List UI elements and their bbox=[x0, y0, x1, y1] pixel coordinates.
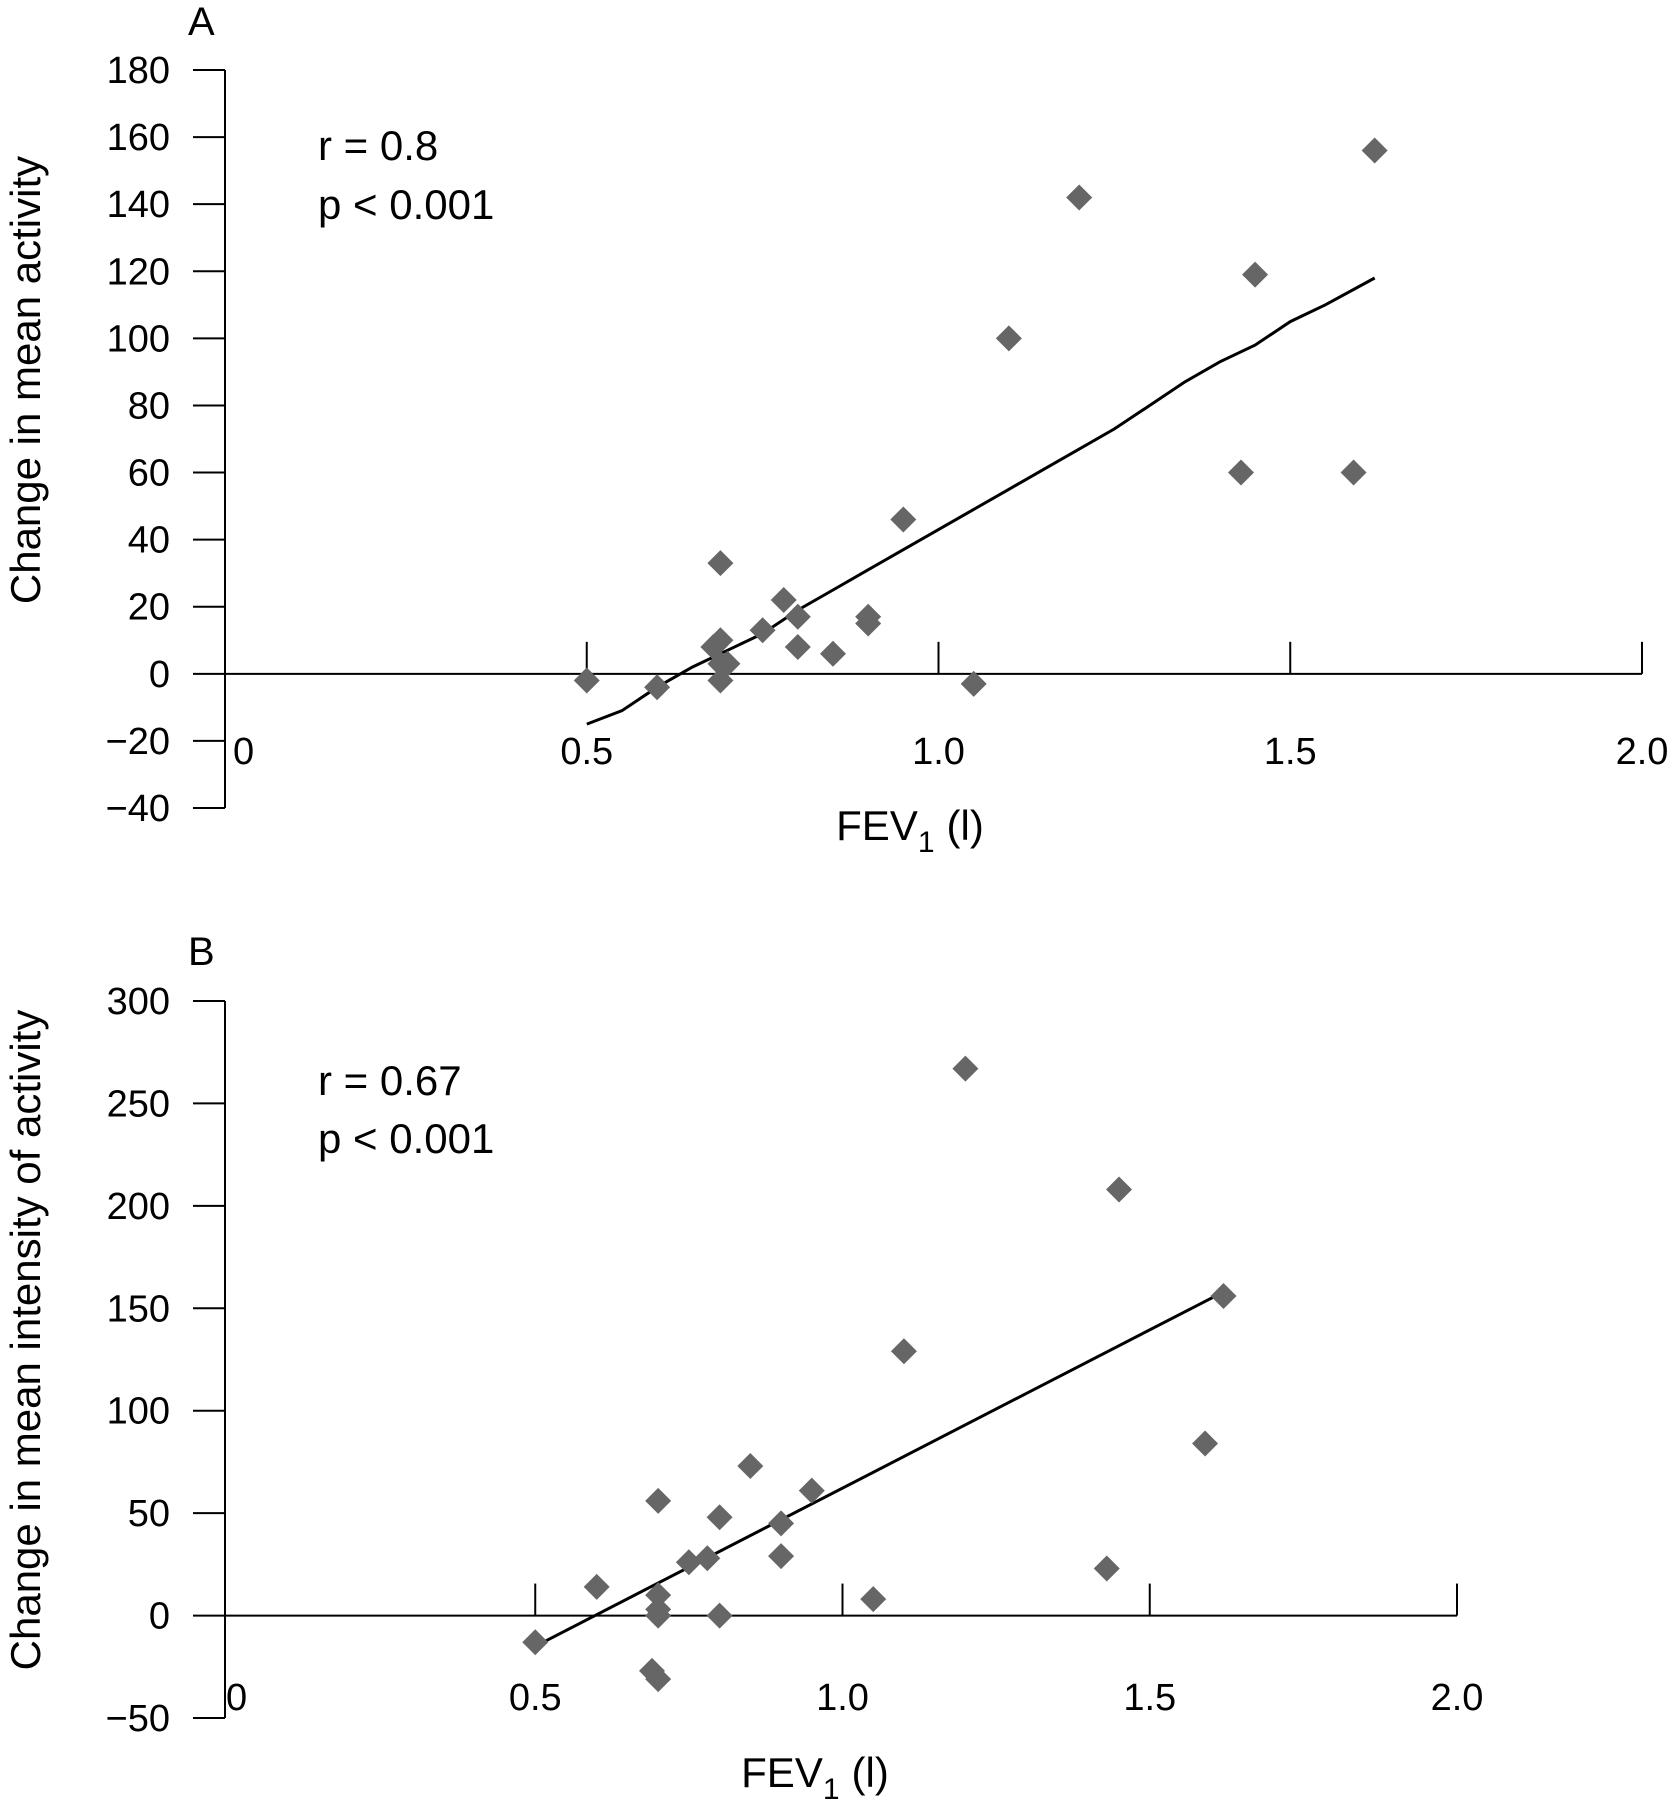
panel-a-x-tick-label: 2.0 bbox=[1616, 731, 1669, 773]
panel-a-chart: A Change in mean activity r = 0.8 p < 0.… bbox=[2, 0, 1668, 859]
panel-a-x-axis-title-suffix: (l) bbox=[947, 802, 984, 849]
panel-a-data-point bbox=[644, 674, 671, 701]
panel-b-data-point bbox=[952, 1055, 979, 1082]
panel-b-data-point bbox=[706, 1602, 733, 1629]
panel-a-data-point bbox=[1066, 184, 1093, 211]
panel-b-y-axis-title: Change in mean intensity of activity bbox=[2, 1010, 49, 1671]
panel-b-x-tick-label: 1.5 bbox=[1123, 1677, 1176, 1719]
panel-a-p-value: p < 0.001 bbox=[318, 181, 494, 228]
panel-b-data-point bbox=[860, 1586, 887, 1613]
panel-b-y-tick-label: 300 bbox=[107, 981, 170, 1023]
panel-a-y-tick-label: 0 bbox=[149, 654, 170, 696]
panel-a-data-point bbox=[784, 633, 811, 660]
panel-b-data-point bbox=[645, 1602, 672, 1629]
panel-a-data-point bbox=[1361, 137, 1388, 164]
panel-a-data-point bbox=[749, 617, 776, 644]
panel-a-data-point bbox=[707, 550, 734, 577]
panel-b-data-point bbox=[645, 1582, 672, 1609]
panel-a-y-axis-title: Change in mean activity bbox=[2, 156, 49, 604]
panel-b-data-point bbox=[768, 1543, 795, 1570]
panel-a-x-tick-label: 0 bbox=[233, 731, 254, 773]
panel-a-regression-line bbox=[586, 276, 1376, 726]
panel-b-x-axis-title-suffix: (l) bbox=[852, 1749, 889, 1796]
panel-a-y-tick-label: 60 bbox=[128, 453, 170, 495]
panel-a-y-tick-label: 180 bbox=[107, 50, 170, 92]
panel-a-label: A bbox=[188, 0, 215, 44]
panel-a-y-tick-label: 100 bbox=[107, 318, 170, 360]
panel-a-y-tick-label: 20 bbox=[128, 587, 170, 629]
panel-b-x-axis-title-sub: 1 bbox=[823, 1773, 840, 1800]
panel-b-data-points bbox=[522, 1055, 1237, 1693]
panel-a-x-axis-title-main: FEV bbox=[836, 802, 918, 849]
panel-b-fit-line bbox=[534, 1290, 1225, 1648]
panel-b-x-tick-label: 2.0 bbox=[1431, 1677, 1484, 1719]
panel-a-data-point bbox=[707, 627, 734, 654]
panel-b-label: B bbox=[188, 930, 215, 974]
panel-b-data-point bbox=[1093, 1555, 1120, 1582]
panel-b-x-tick-label: 1.0 bbox=[816, 1677, 869, 1719]
panel-b-r-value: r = 0.67 bbox=[318, 1057, 462, 1104]
panel-b-y-tick-label: 50 bbox=[128, 1493, 170, 1535]
panel-a-data-point bbox=[784, 603, 811, 630]
panel-a-data-point bbox=[995, 325, 1022, 352]
panel-b-data-point bbox=[768, 1510, 795, 1537]
panel-b-data-point bbox=[675, 1549, 702, 1576]
panel-b-y-tick-label: 100 bbox=[107, 1391, 170, 1433]
panel-b-p-value: p < 0.001 bbox=[318, 1115, 494, 1162]
panel-a-y-tick-label: 160 bbox=[107, 117, 170, 159]
panel-a-y-tick-label: 140 bbox=[107, 184, 170, 226]
panel-a-r-value: r = 0.8 bbox=[318, 122, 438, 169]
panel-b-data-point bbox=[890, 1338, 917, 1365]
panel-b-y-tick-label: 200 bbox=[107, 1186, 170, 1228]
panel-b-data-point bbox=[1192, 1430, 1219, 1457]
panel-b-x-axis-title-main: FEV bbox=[741, 1749, 823, 1796]
panel-a-data-points bbox=[573, 137, 1388, 701]
panel-b-y-tick-label: 150 bbox=[107, 1288, 170, 1330]
panel-b-data-point bbox=[737, 1453, 764, 1480]
panel-b-x-axis-title: FEV1 (l) bbox=[741, 1749, 889, 1800]
panel-b-data-point bbox=[645, 1487, 672, 1514]
panel-a-y-tick-label: −20 bbox=[106, 721, 170, 763]
panel-a-data-point bbox=[1340, 459, 1367, 486]
panel-b-axes: −50 0 50 100 150 200 250 300 0 0.5 1.0 1.5 2.0 bbox=[106, 981, 1484, 1740]
panel-b-data-point bbox=[694, 1545, 721, 1572]
panel-a-y-tick-label: 120 bbox=[107, 251, 170, 293]
panel-b-data-point bbox=[522, 1629, 549, 1656]
panel-b-x-tick-label: 0 bbox=[226, 1677, 247, 1719]
panel-b-x-tick-label: 0.5 bbox=[509, 1677, 562, 1719]
panel-b-data-point bbox=[583, 1573, 610, 1600]
panel-b-y-tick-label: −50 bbox=[106, 1698, 170, 1740]
panel-a-data-point bbox=[573, 667, 600, 694]
panel-a-x-axis-title: FEV1 (l) bbox=[836, 802, 984, 859]
panel-b-chart: B Change in mean intensity of activity r… bbox=[2, 930, 1483, 1800]
panel-a-data-point bbox=[770, 587, 797, 614]
panel-a-data-point bbox=[890, 506, 917, 533]
panel-b-data-point bbox=[1106, 1176, 1133, 1203]
panel-a-y-tick-label: 80 bbox=[128, 385, 170, 427]
panel-a-data-point bbox=[960, 670, 987, 697]
panel-a-fit-line bbox=[586, 276, 1376, 726]
panel-a-x-tick-label: 1.5 bbox=[1264, 731, 1317, 773]
panel-b-y-tick-label: 250 bbox=[107, 1083, 170, 1125]
panel-a-data-point bbox=[707, 667, 734, 694]
panel-b-data-point bbox=[706, 1504, 733, 1531]
panel-b-data-point bbox=[645, 1666, 672, 1693]
panel-a-y-tick-label: 40 bbox=[128, 520, 170, 562]
panel-a-axes: −40 −20 0 20 40 60 80 100 120 140 160 180 0 0.5 1.0 1.5… bbox=[106, 50, 1669, 830]
panel-b-y-tick-label: 0 bbox=[149, 1596, 170, 1638]
panel-b-data-point bbox=[1210, 1282, 1237, 1309]
panel-a-x-tick-label: 1.0 bbox=[912, 731, 965, 773]
panel-a-x-tick-label: 0.5 bbox=[560, 731, 613, 773]
panel-b-data-point bbox=[798, 1477, 825, 1504]
panel-a-y-tick-label: −40 bbox=[106, 788, 170, 830]
panel-a-data-point bbox=[819, 640, 846, 667]
panel-a-data-point bbox=[1242, 261, 1269, 288]
panel-b-regression-line bbox=[534, 1290, 1225, 1648]
panel-a-x-axis-title-sub: 1 bbox=[918, 826, 935, 859]
panel-a-data-point bbox=[855, 610, 882, 637]
panel-a-data-point bbox=[1228, 459, 1255, 486]
